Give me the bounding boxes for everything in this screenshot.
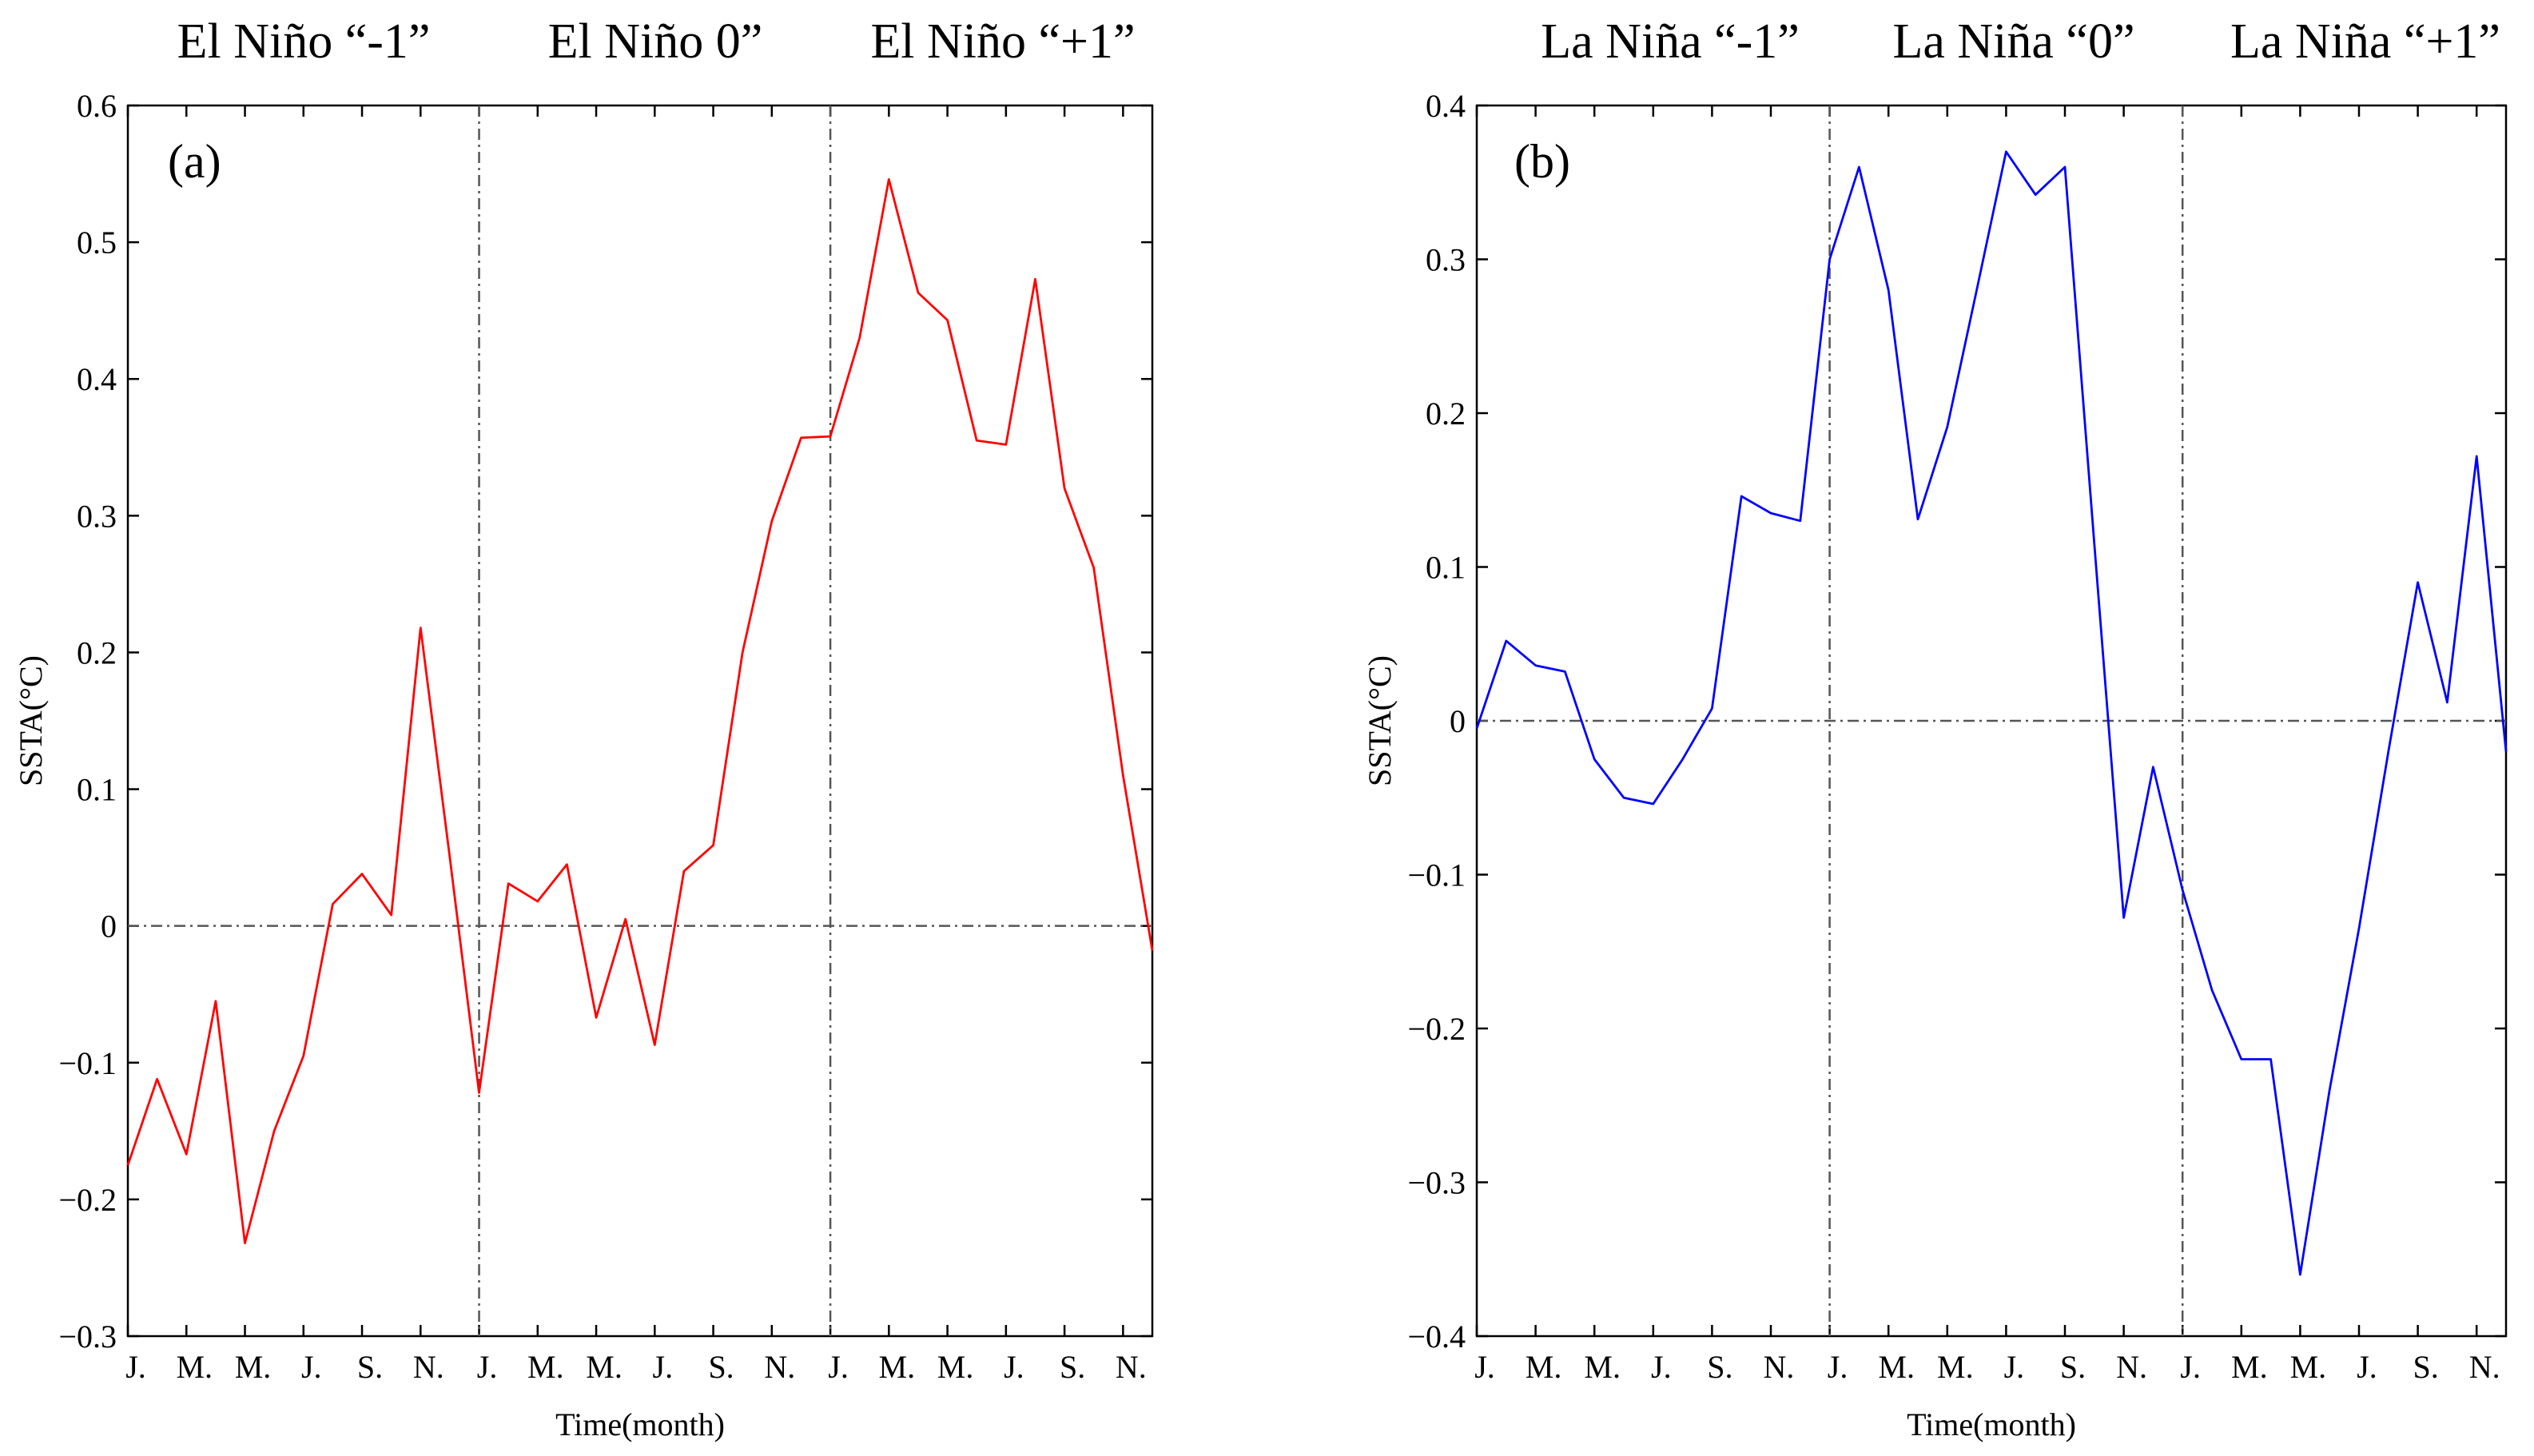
x-tick-label: J. — [1004, 1349, 1024, 1385]
x-tick-label: M. — [1584, 1349, 1621, 1385]
y-tick-label: −0.1 — [58, 1045, 117, 1081]
x-tick-label: M. — [2290, 1349, 2327, 1385]
phase-label: El Niño “-1” — [177, 14, 431, 69]
y-tick-label: 0.3 — [1426, 242, 1466, 278]
y-tick-label: 0.1 — [1426, 550, 1466, 586]
phase-label: La Niña “0” — [1893, 14, 2135, 69]
panel-a-el-nino-chart: El Niño “-1” El Niño 0” El Niño “+1” −0.3 −0… — [13, 14, 1154, 1442]
y-axis-label: SSTA(°C) — [13, 655, 49, 786]
x-tick-label: N. — [413, 1349, 444, 1385]
y-tick-label: 0.6 — [77, 88, 117, 124]
panel-label: (a) — [168, 135, 221, 188]
phase-label: La Niña “+1” — [2230, 14, 2500, 69]
x-tick-label: N. — [1764, 1349, 1795, 1385]
y-tick-label: −0.1 — [1407, 857, 1466, 893]
phase-label: El Niño “+1” — [870, 14, 1135, 69]
panel-label: (b) — [1514, 135, 1570, 188]
x-tick-label: M. — [586, 1349, 623, 1385]
x-tick-label: N. — [2116, 1349, 2147, 1385]
x-tick-label: N. — [1116, 1349, 1147, 1385]
x-tick-label: J. — [477, 1349, 498, 1385]
phase-label: La Niña “-1” — [1541, 14, 1800, 69]
y-tick-label: 0.1 — [77, 772, 117, 808]
y-tick-label: 0.2 — [1426, 396, 1466, 432]
x-tick-label: S. — [357, 1349, 383, 1385]
x-tick-label: M. — [527, 1349, 564, 1385]
x-tick-label: J. — [1474, 1349, 1495, 1385]
x-tick-label: J. — [301, 1349, 322, 1385]
x-tick-label: M. — [1526, 1349, 1562, 1385]
x-axis-label: Time(month) — [1907, 1406, 2076, 1442]
x-tick-label: S. — [708, 1349, 734, 1385]
x-tick-label: J. — [2180, 1349, 2201, 1385]
x-tick-label: N. — [2469, 1349, 2500, 1385]
x-tick-label: J. — [828, 1349, 849, 1385]
x-tick-label: M. — [1878, 1349, 1915, 1385]
x-tick-label: M. — [879, 1349, 916, 1385]
y-tick-label: 0.3 — [77, 498, 117, 534]
x-tick-label: M. — [1937, 1349, 1974, 1385]
y-axis-label: SSTA(°C) — [1362, 655, 1398, 786]
x-tick-label: J. — [1828, 1349, 1848, 1385]
ssta-series-line — [126, 177, 1154, 1244]
x-tick-label: M. — [2231, 1349, 2268, 1385]
x-tick-label: S. — [1060, 1349, 1085, 1385]
y-tick-label: 0 — [101, 909, 117, 945]
x-tick-label: S. — [2413, 1349, 2438, 1385]
x-tick-label: J. — [2357, 1349, 2377, 1385]
x-tick-label: M. — [937, 1349, 974, 1385]
phase-label: El Niño 0” — [548, 14, 763, 69]
y-tick-label: −0.3 — [1407, 1165, 1466, 1201]
x-tick-label: J. — [125, 1349, 146, 1385]
y-tick-label: 0.4 — [1426, 88, 1466, 124]
x-tick-label: M. — [235, 1349, 272, 1385]
y-tick-label: 0 — [1450, 703, 1466, 739]
y-tick-label: −0.2 — [58, 1182, 117, 1218]
x-tick-label: J. — [653, 1349, 674, 1385]
y-tick-label: −0.3 — [58, 1319, 117, 1355]
y-tick-label: −0.2 — [1407, 1011, 1466, 1047]
x-tick-label: S. — [2060, 1349, 2086, 1385]
y-tick-label: 0.4 — [77, 361, 117, 397]
plot-frame — [126, 104, 1154, 1338]
x-tick-label: M. — [176, 1349, 213, 1385]
x-tick-label: J. — [1651, 1349, 1672, 1385]
y-tick-label: −0.4 — [1407, 1319, 1466, 1355]
ssta-series-line — [1475, 150, 2508, 1276]
x-tick-label: J. — [2004, 1349, 2025, 1385]
x-tick-label: N. — [764, 1349, 795, 1385]
panel-b-la-nina-chart: La Niña “-1” La Niña “0” La Niña “+1” −0.4 −… — [1362, 14, 2508, 1442]
x-tick-label: S. — [1707, 1349, 1732, 1385]
y-tick-label: 0.5 — [77, 225, 117, 261]
x-axis-label: Time(month) — [555, 1406, 725, 1442]
y-tick-label: 0.2 — [77, 635, 117, 670]
